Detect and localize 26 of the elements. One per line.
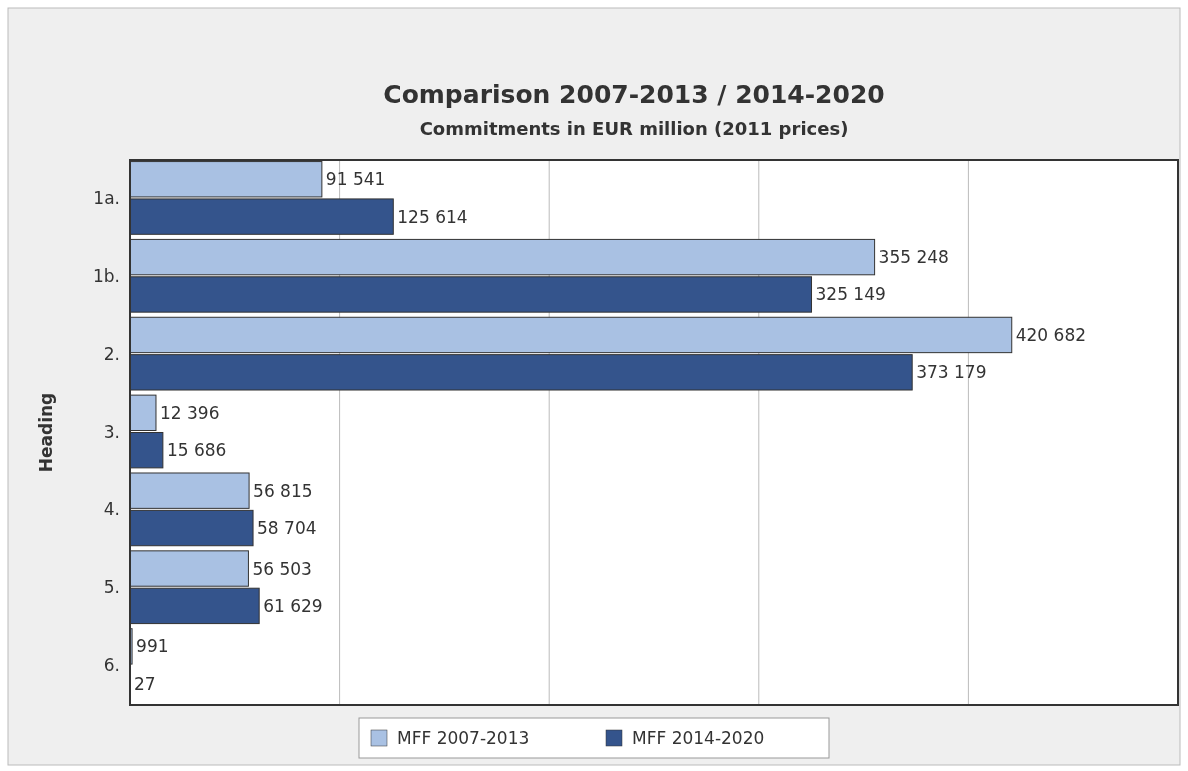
data-label: 58 704 (257, 518, 317, 539)
y-tick-label: 2. (103, 343, 120, 364)
data-label: 420 682 (1015, 324, 1087, 345)
data-label: 12 396 (159, 402, 220, 423)
data-label: 373 179 (916, 362, 987, 383)
y-tick-label: 4. (103, 499, 120, 520)
y-tick-label: 1b. (92, 265, 120, 286)
y-tick-label: 5. (103, 577, 120, 598)
data-label: 27 (134, 673, 156, 694)
data-label: 355 248 (878, 247, 949, 268)
y-tick-label: 6. (103, 655, 120, 676)
legend-label: MFF 2007-2013 (397, 728, 530, 748)
data-label: 15 686 (166, 440, 227, 461)
data-label: 61 629 (263, 595, 323, 616)
data-label: 56 815 (253, 480, 313, 501)
y-tick-label: 3. (103, 421, 120, 442)
data-label: 91 541 (325, 169, 386, 190)
chart-title: Comparison 2007-2013 / 2014-2020 (383, 80, 885, 109)
y-axis-title: Heading (36, 392, 56, 473)
y-tick-label: 1a. (93, 187, 120, 208)
data-label: 991 (136, 636, 169, 657)
data-label: 56 503 (252, 558, 312, 579)
data-label: 325 149 (815, 284, 886, 305)
legend-label: MFF 2014-2020 (632, 728, 765, 748)
chart-subtitle: Commitments in EUR million (2011 prices) (419, 118, 849, 139)
data-label: 125 614 (397, 206, 468, 227)
